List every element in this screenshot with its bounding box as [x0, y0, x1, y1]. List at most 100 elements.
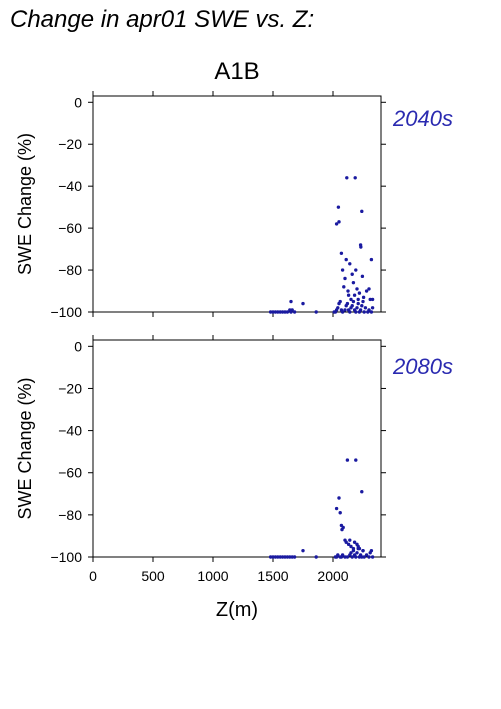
data-point — [278, 555, 282, 559]
data-point — [346, 542, 351, 547]
data-point — [354, 268, 358, 272]
data-point — [342, 285, 346, 289]
x-tick-label: 0 — [89, 568, 97, 584]
data-point — [348, 538, 352, 542]
data-point — [340, 268, 345, 272]
data-point — [360, 489, 364, 494]
data-point — [348, 310, 352, 314]
x-tick-label: 1000 — [197, 568, 228, 584]
data-point — [345, 301, 350, 306]
data-point — [290, 308, 294, 312]
y-tick-label: −60 — [58, 220, 82, 236]
data-point — [361, 299, 365, 304]
data-point — [360, 555, 364, 559]
figure-title: Change in apr01 SWE vs. Z: — [10, 6, 314, 33]
data-point — [268, 310, 273, 314]
data-point — [338, 299, 342, 304]
data-point — [301, 301, 305, 306]
y-tick-label: −40 — [58, 423, 82, 439]
chart-panels: 0 −20 −40 −60 −80 −100 SWE Change (%) 2040s 0 −20… — [15, 91, 453, 584]
data-point — [354, 458, 358, 462]
data-point — [341, 525, 345, 530]
data-point — [361, 295, 366, 300]
data-point — [360, 274, 365, 279]
data-point — [337, 220, 341, 224]
data-point — [363, 306, 368, 310]
data-point — [285, 310, 290, 314]
data-point — [359, 245, 363, 249]
data-point — [289, 299, 293, 304]
data-point — [367, 287, 371, 291]
data-point — [343, 308, 347, 312]
y-axis-label: SWE Change (%) — [15, 377, 35, 519]
data-point — [351, 299, 356, 304]
period-label-2040s: 2040s — [392, 106, 453, 131]
data-point — [340, 310, 345, 314]
y-tick-label: −100 — [50, 549, 82, 565]
data-point — [367, 555, 371, 559]
x-tick-label: 2000 — [317, 568, 348, 584]
data-point — [280, 310, 285, 314]
data-point — [271, 310, 275, 314]
y-tick-label: −20 — [58, 136, 82, 152]
y-tick-label: −100 — [50, 304, 82, 320]
data-point — [351, 546, 356, 551]
data-point — [355, 306, 359, 310]
y-tick-label: 0 — [74, 338, 82, 354]
data-point — [273, 555, 278, 559]
data-point — [351, 280, 356, 285]
data-point — [276, 310, 280, 314]
data-point — [283, 555, 287, 559]
x-tick-label: 500 — [141, 568, 165, 584]
x-tick-label: 1500 — [257, 568, 288, 584]
data-point — [290, 555, 294, 559]
data-point — [338, 511, 342, 515]
data-point — [350, 555, 354, 559]
data-point — [339, 251, 344, 255]
data-point — [360, 304, 364, 308]
data-point — [301, 548, 305, 553]
data-point — [362, 555, 366, 559]
data-point — [354, 310, 358, 314]
data-point — [355, 287, 359, 291]
data-point — [357, 291, 362, 295]
y-tick-label: 0 — [74, 94, 82, 110]
plot-frame — [92, 339, 382, 558]
data-point — [360, 209, 364, 214]
data-point — [344, 257, 348, 262]
data-point — [364, 553, 369, 557]
data-point — [345, 176, 349, 180]
data-point — [276, 555, 280, 559]
data-point — [358, 308, 363, 312]
y-tick-label: −40 — [58, 178, 82, 194]
data-point — [370, 297, 375, 302]
data-point — [271, 555, 275, 559]
data-point — [334, 222, 339, 226]
y-tick-label: −20 — [58, 380, 82, 396]
data-point — [336, 306, 340, 310]
data-point — [278, 310, 282, 314]
chart-panel-2040s: 0 −20 −40 −60 −80 −100 SWE Change (%) 2040s — [15, 91, 453, 320]
data-point — [268, 555, 273, 559]
data-point — [343, 555, 347, 559]
data-point — [369, 548, 374, 553]
data-point — [350, 272, 354, 276]
data-point — [356, 301, 360, 306]
period-label-2080s: 2080s — [392, 354, 453, 379]
data-point — [349, 544, 353, 549]
data-point — [356, 297, 360, 302]
data-point — [369, 257, 374, 262]
data-point — [285, 555, 290, 559]
data-point — [336, 205, 341, 209]
data-point — [348, 262, 352, 266]
data-point — [349, 297, 353, 302]
data-point — [364, 289, 369, 293]
data-point — [370, 306, 375, 310]
y-axis-label: SWE Change (%) — [15, 133, 35, 275]
data-point — [336, 553, 340, 557]
data-point — [357, 546, 362, 551]
y-tick-label: −80 — [58, 262, 82, 278]
data-point — [362, 310, 366, 314]
data-point — [353, 176, 357, 180]
